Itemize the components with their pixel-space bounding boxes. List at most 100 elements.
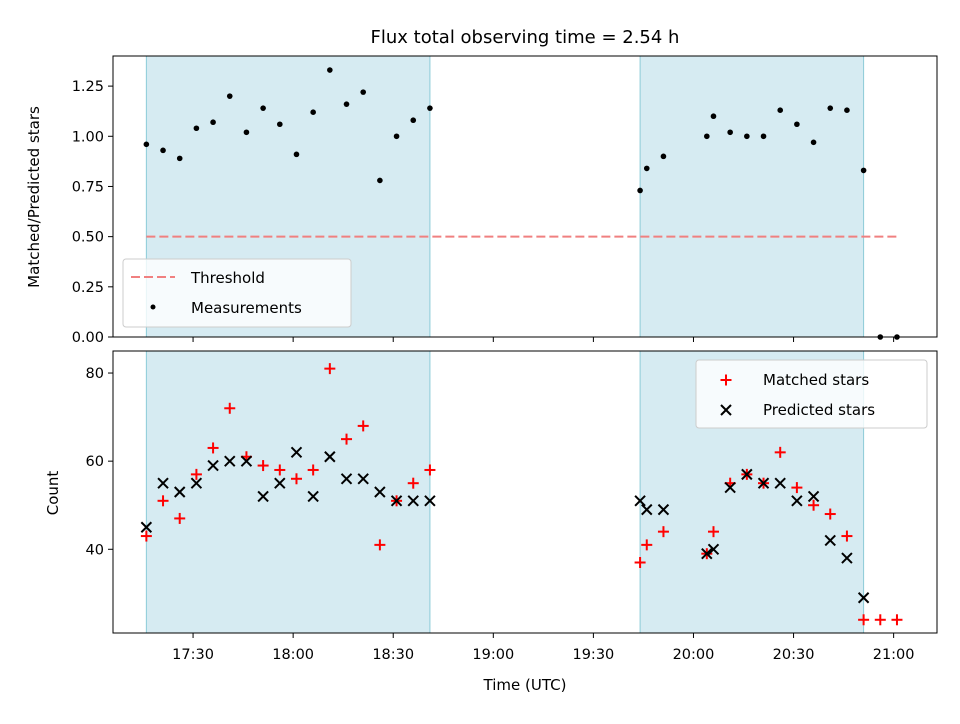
predicted-point-b xyxy=(140,521,153,533)
top-legend-box xyxy=(122,258,352,328)
predicted-point-b xyxy=(657,503,670,516)
predicted-point-b xyxy=(340,473,353,485)
predicted-point-b xyxy=(724,481,736,494)
matched-point xyxy=(791,482,803,494)
matched-point xyxy=(657,526,669,538)
predicted-point-b xyxy=(841,552,853,564)
matched-point xyxy=(207,442,219,454)
measurement-point xyxy=(777,107,784,113)
predicted-point xyxy=(841,552,853,564)
y-tick-label: 0.50 xyxy=(72,230,104,246)
predicted-point xyxy=(390,495,403,507)
predicted-point xyxy=(741,468,753,481)
measurement-point xyxy=(210,119,216,126)
measurement-point xyxy=(243,129,250,136)
predicted-point-b xyxy=(307,490,319,503)
y-tick-label: 1.00 xyxy=(72,129,104,145)
measurement-point xyxy=(393,133,400,140)
measurement-point xyxy=(410,117,417,124)
top-legend: Threshold Measurements xyxy=(122,258,352,328)
predicted-point-b xyxy=(374,486,386,498)
legend-matched-marker xyxy=(720,374,732,386)
predicted-point xyxy=(240,455,253,467)
matched-point xyxy=(341,433,353,445)
matched-point xyxy=(707,526,719,538)
predicted-point xyxy=(207,459,219,472)
y-tick-label: 0.75 xyxy=(72,179,104,195)
predicted-point xyxy=(224,455,236,467)
x-tick-label: 20:30 xyxy=(773,647,815,663)
chart-title: Flux total observing time = 2.54 h xyxy=(371,27,680,48)
predicted-point xyxy=(807,490,820,503)
matched-point xyxy=(824,508,836,520)
observing-window-1 xyxy=(145,350,431,634)
measurement-point xyxy=(727,129,733,136)
legend-measurement-marker xyxy=(150,304,156,310)
predicted-point-b xyxy=(190,477,203,489)
predicted-point-b xyxy=(634,495,646,507)
matched-point xyxy=(374,539,386,551)
matched-point xyxy=(324,363,336,375)
x-tick-label: 20:00 xyxy=(673,647,715,663)
matched-point xyxy=(190,468,202,480)
matched-point xyxy=(891,614,903,626)
predicted-point xyxy=(307,490,319,503)
matched-point xyxy=(290,473,302,485)
measurement-point xyxy=(360,89,367,95)
predicted-point xyxy=(791,495,803,507)
predicted-point xyxy=(374,486,386,498)
predicted-point-b xyxy=(757,477,770,489)
legend-matched-label: Matched stars xyxy=(763,371,869,389)
measurement-point xyxy=(226,93,233,99)
legend-measurement-label: Measurements xyxy=(191,299,302,317)
x-tick-label: 18:30 xyxy=(372,647,414,663)
measurement-point xyxy=(660,153,667,160)
matched-point xyxy=(257,460,269,472)
y-tick-label: 0.25 xyxy=(72,280,104,296)
predicted-point-b xyxy=(174,486,186,498)
predicted-point xyxy=(157,477,169,489)
predicted-point xyxy=(290,446,303,459)
measurement-point xyxy=(293,151,300,158)
measurement-point xyxy=(193,125,200,132)
y-tick-label: 80 xyxy=(86,366,104,382)
legend-threshold-label: Threshold xyxy=(190,269,265,287)
matched-point xyxy=(307,464,319,476)
x-tick-label: 18:00 xyxy=(272,647,314,663)
bottom-legend: Matched stars Predicted stars xyxy=(695,359,928,429)
matched-point xyxy=(224,402,236,414)
measurement-point xyxy=(143,141,150,148)
measurement-point xyxy=(260,105,266,111)
matched-point xyxy=(140,530,152,542)
predicted-point xyxy=(424,495,436,507)
predicted-point-b xyxy=(707,543,720,555)
matched-point xyxy=(874,614,886,626)
bottom-panel: 40 60 80 17:30 18:00 18:30 19:00 19:30 20:00 20:3… xyxy=(86,350,938,663)
predicted-point-b xyxy=(857,592,870,604)
predicted-point xyxy=(641,503,653,516)
predicted-point xyxy=(257,490,269,503)
predicted-point-b xyxy=(390,495,403,507)
matched-point xyxy=(357,420,369,432)
predicted-point xyxy=(340,473,353,485)
bottom-legend-box xyxy=(695,359,928,429)
matched-point xyxy=(274,464,286,476)
predicted-point-b xyxy=(274,477,286,489)
predicted-point-b xyxy=(357,473,369,485)
predicted-point xyxy=(707,543,720,555)
predicted-point xyxy=(774,477,786,489)
predicted-point xyxy=(701,547,713,560)
matched-point xyxy=(641,539,653,551)
x-tick-label: 17:30 xyxy=(172,647,214,663)
predicted-point-b xyxy=(424,495,436,507)
matched-point xyxy=(841,530,853,542)
measurement-point xyxy=(810,139,817,146)
predicted-point-b xyxy=(774,477,786,489)
measurement-point xyxy=(704,133,710,140)
measurement-point xyxy=(794,121,800,128)
predicted-point xyxy=(274,477,286,489)
predicted-point xyxy=(324,451,336,463)
legend-predicted-marker xyxy=(720,404,732,416)
predicted-point xyxy=(757,477,770,489)
